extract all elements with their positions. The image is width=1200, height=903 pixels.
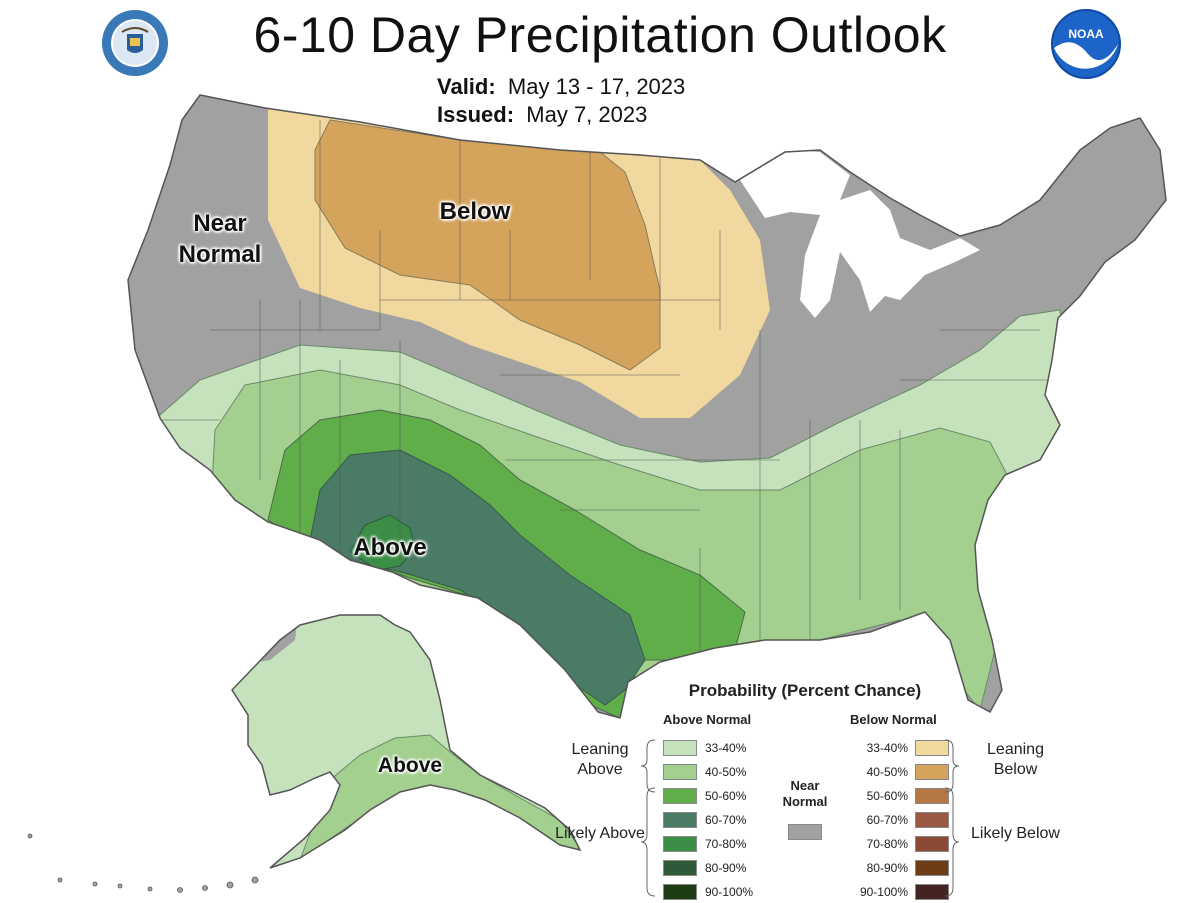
above-normal-swatch: [663, 860, 697, 876]
above-texas-label: Above: [353, 534, 427, 561]
great-lakes-area: [740, 150, 980, 318]
near-normal-swatch: [788, 824, 822, 840]
noaa-logo-icon: NOAA: [1051, 9, 1121, 79]
above-normal-swatch: [663, 788, 697, 804]
likely-below-label: Likely Below: [971, 825, 1060, 842]
above-normal-percent-label: 70-80%: [705, 837, 747, 851]
likely-above-label: Likely Above: [555, 825, 645, 842]
department-of-commerce-seal-icon: [102, 10, 168, 76]
below-normal-percent-label: 50-60%: [866, 789, 908, 803]
issued-label: Issued:: [437, 102, 515, 127]
above-normal-swatch: [663, 884, 697, 900]
below-normal-swatch: [915, 836, 949, 852]
below-normal-percent-label: 90-100%: [859, 885, 908, 899]
below-normal-swatch: [915, 788, 949, 804]
leaning-above-label: Leaning Above: [571, 741, 629, 778]
above-normal-header: Above Normal: [663, 712, 752, 727]
above-normal-percent-label: 40-50%: [705, 765, 747, 779]
below-normal-percent-label: 40-50%: [866, 765, 908, 779]
valid-value: May 13 - 17, 2023: [507, 74, 686, 99]
issued-date: Issued: May 7, 2023: [437, 102, 647, 128]
state-borders: [160, 120, 1050, 660]
valid-dates: Valid: May 13 - 17, 2023: [437, 74, 685, 100]
below-label: Below: [439, 198, 511, 225]
below-normal-swatch: [915, 764, 949, 780]
below-normal-swatch: [915, 740, 949, 756]
leaning-below-label: Leaning Below: [987, 741, 1044, 778]
above-normal-swatch: [663, 764, 697, 780]
near-normal-legend-label: Near Normal: [782, 778, 828, 809]
above-normal-percent-label: 33-40%: [705, 741, 747, 755]
below-normal-swatch: [915, 812, 949, 828]
below-normal-swatch: [915, 884, 949, 900]
below-normal-percent-label: 60-70%: [866, 813, 908, 827]
below-normal-percent-label: 70-80%: [866, 837, 908, 851]
above-normal-percent-label: 50-60%: [705, 789, 747, 803]
noaa-logo-text: NOAA: [1068, 27, 1104, 41]
above-normal-swatch: [663, 836, 697, 852]
map-title: 6-10 Day Precipitation Outlook: [253, 7, 947, 63]
above-normal-swatch: [663, 740, 697, 756]
above-normal-percent-label: 80-90%: [705, 861, 747, 875]
below-normal-swatch: [915, 860, 949, 876]
below-normal-percent-label: 80-90%: [866, 861, 908, 875]
above-alaska-label: Above: [377, 754, 443, 777]
above-normal-swatch: [663, 812, 697, 828]
below-normal-percent-label: 33-40%: [866, 741, 908, 755]
legend-title: Probability (Percent Chance): [688, 681, 922, 700]
above-normal-percent-label: 60-70%: [705, 813, 747, 827]
near-normal-label: Near Normal: [178, 210, 262, 268]
above-normal-percent-label: 90-100%: [705, 885, 754, 899]
below-normal-header: Below Normal: [850, 712, 937, 727]
valid-label: Valid:: [437, 74, 496, 99]
issued-value: May 7, 2023: [526, 102, 648, 127]
aleutian-islands: [27, 833, 259, 893]
